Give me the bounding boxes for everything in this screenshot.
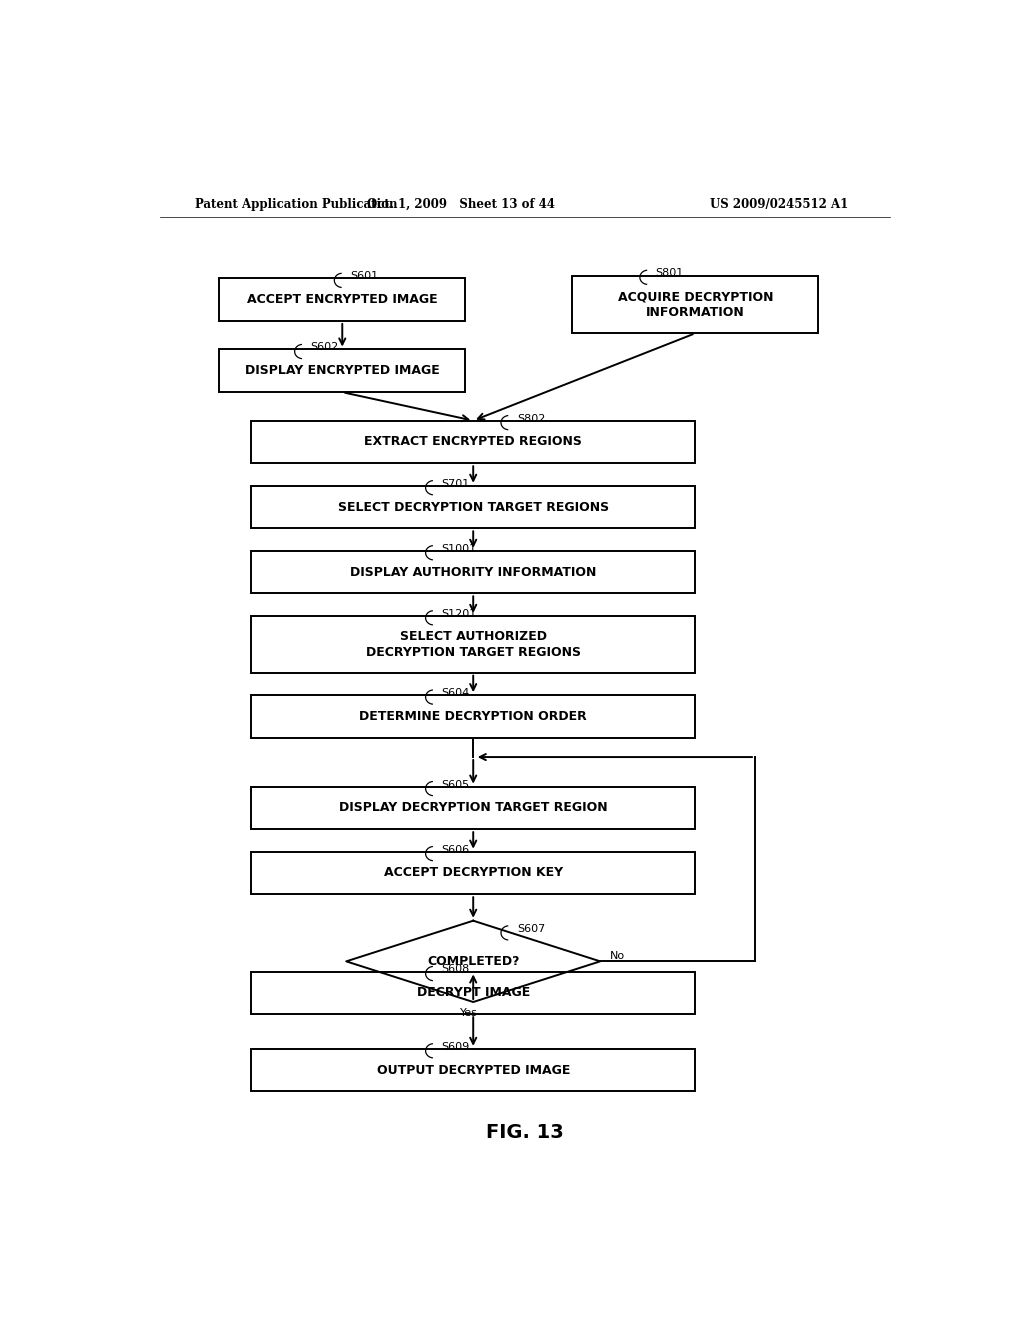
Bar bbox=[251, 1049, 695, 1092]
Bar bbox=[219, 350, 465, 392]
Bar bbox=[251, 421, 695, 463]
Text: Patent Application Publication: Patent Application Publication bbox=[196, 198, 398, 211]
Bar bbox=[251, 696, 695, 738]
Bar bbox=[219, 279, 465, 321]
Text: S802: S802 bbox=[517, 413, 545, 424]
Text: ACQUIRE DECRYPTION
INFORMATION: ACQUIRE DECRYPTION INFORMATION bbox=[617, 290, 773, 319]
Text: SELECT DECRYPTION TARGET REGIONS: SELECT DECRYPTION TARGET REGIONS bbox=[338, 500, 609, 513]
Bar bbox=[251, 787, 695, 829]
Text: S801: S801 bbox=[655, 268, 684, 279]
Text: S701: S701 bbox=[441, 479, 470, 488]
Text: S606: S606 bbox=[441, 845, 470, 854]
Text: DECRYPT IMAGE: DECRYPT IMAGE bbox=[417, 986, 529, 999]
Text: S608: S608 bbox=[441, 965, 470, 974]
Text: Oct. 1, 2009   Sheet 13 of 44: Oct. 1, 2009 Sheet 13 of 44 bbox=[368, 198, 555, 211]
Text: US 2009/0245512 A1: US 2009/0245512 A1 bbox=[710, 198, 848, 211]
Bar bbox=[251, 615, 695, 673]
Bar bbox=[251, 972, 695, 1014]
Text: SELECT AUTHORIZED
DECRYPTION TARGET REGIONS: SELECT AUTHORIZED DECRYPTION TARGET REGI… bbox=[366, 630, 581, 659]
Text: ACCEPT DECRYPTION KEY: ACCEPT DECRYPTION KEY bbox=[384, 866, 563, 879]
Text: S1201: S1201 bbox=[441, 609, 477, 619]
Text: DETERMINE DECRYPTION ORDER: DETERMINE DECRYPTION ORDER bbox=[359, 710, 587, 723]
Text: DISPLAY DECRYPTION TARGET REGION: DISPLAY DECRYPTION TARGET REGION bbox=[339, 801, 607, 814]
Text: S604: S604 bbox=[441, 688, 470, 698]
Text: EXTRACT ENCRYPTED REGIONS: EXTRACT ENCRYPTED REGIONS bbox=[365, 436, 583, 449]
Bar bbox=[251, 851, 695, 894]
Text: No: No bbox=[609, 952, 625, 961]
Text: ACCEPT ENCRYPTED IMAGE: ACCEPT ENCRYPTED IMAGE bbox=[247, 293, 437, 306]
Text: OUTPUT DECRYPTED IMAGE: OUTPUT DECRYPTED IMAGE bbox=[377, 1064, 570, 1077]
Text: COMPLETED?: COMPLETED? bbox=[427, 954, 519, 968]
Text: S601: S601 bbox=[350, 272, 378, 281]
Text: S607: S607 bbox=[517, 924, 545, 933]
Text: FIG. 13: FIG. 13 bbox=[486, 1122, 563, 1142]
Text: Yes: Yes bbox=[461, 1008, 478, 1018]
Bar bbox=[251, 486, 695, 528]
Text: S602: S602 bbox=[310, 342, 339, 352]
Text: S605: S605 bbox=[441, 780, 470, 789]
Text: S609: S609 bbox=[441, 1041, 470, 1052]
Bar bbox=[251, 550, 695, 594]
Text: DISPLAY AUTHORITY INFORMATION: DISPLAY AUTHORITY INFORMATION bbox=[350, 565, 596, 578]
Polygon shape bbox=[346, 921, 600, 1002]
Text: DISPLAY ENCRYPTED IMAGE: DISPLAY ENCRYPTED IMAGE bbox=[245, 364, 439, 378]
Text: S1001: S1001 bbox=[441, 544, 476, 553]
Bar bbox=[572, 276, 818, 333]
